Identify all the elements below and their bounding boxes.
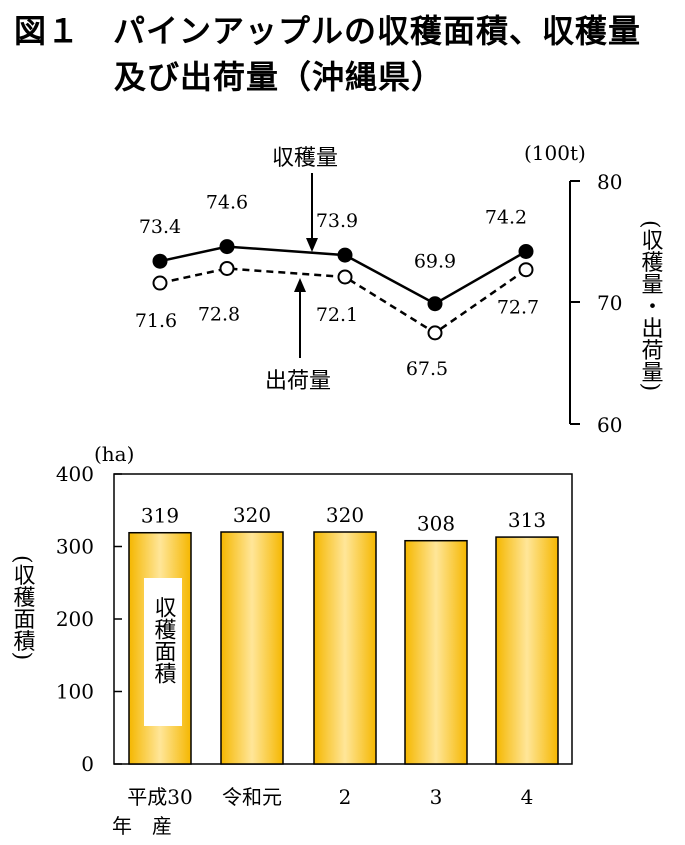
- bar-y-tick-label: 100: [56, 680, 94, 704]
- bar: [313, 531, 377, 765]
- bar-y-tick-label: 300: [56, 535, 94, 559]
- bar-value-label: 320: [326, 503, 364, 527]
- figure-title-line1: 図１ パインアップルの収穫面積、収穫量: [14, 12, 642, 50]
- shukakuryo-point: [152, 253, 168, 269]
- bar-value-label: 313: [508, 508, 546, 532]
- line-chart: 80 70 60 (100t) (収穫量・出荷量) 73.4 74.6 73.9 69…: [135, 141, 664, 437]
- bar-value-label: 308: [417, 512, 455, 536]
- bar-y-axis-label: (収穫面積): [10, 555, 36, 660]
- bar-y-tick-label: 400: [56, 462, 94, 486]
- shukkaryo-data-label: 72.7: [497, 297, 539, 319]
- line-y-tick-label: 80: [597, 170, 622, 194]
- bar-series-label-box: [144, 578, 182, 726]
- bar-series-label: 収穫面積: [151, 596, 177, 684]
- shukakuryo-data-label: 74.6: [206, 192, 248, 214]
- bar-x-tick-label: 平成30: [127, 785, 192, 809]
- line-y-axis-label: (収穫量・出荷量): [638, 220, 664, 391]
- bar: [495, 536, 559, 765]
- shukakuryo-data-label: 69.9: [414, 251, 456, 273]
- bar-y-unit: (ha): [94, 442, 134, 466]
- line-y-tick-label: 70: [597, 291, 622, 315]
- bar-x-tick-label: 2: [339, 785, 352, 809]
- shukkaryo-data-label: 72.1: [316, 304, 358, 326]
- bar-x-tick-label: 4: [521, 785, 534, 809]
- bar-x-tick-sublabel: 年 産: [112, 814, 172, 838]
- shukkaryo-point: [427, 325, 443, 341]
- shukakuryo-point: [337, 247, 353, 263]
- shukkaryo-point: [219, 260, 235, 276]
- shukakuryo-arrowhead: [306, 238, 318, 252]
- shukkaryo-data-label: 72.8: [198, 303, 240, 325]
- shukakuryo-point: [518, 243, 534, 259]
- shukakuryo-point: [427, 296, 443, 312]
- bar-series-group: 319 320 320 308 313: [128, 503, 559, 765]
- bar-y-ticks: 0 100 200 300 400: [56, 462, 122, 776]
- shukkaryo-arrowhead: [294, 278, 306, 292]
- bar-value-label: 320: [233, 503, 271, 527]
- shukakuryo-annotation-label: 収穫量: [272, 146, 338, 171]
- shukkaryo-annotation-label: 出荷量: [265, 369, 331, 394]
- shukkaryo-point: [337, 269, 353, 285]
- line-y-unit: (100t): [524, 141, 586, 165]
- line-series-group: 73.4 74.6 73.9 69.9 74.2 71.6 72.8 72.1 67.5 72.7: [135, 192, 539, 380]
- bar: [404, 539, 468, 765]
- bar-y-tick-label: 0: [81, 752, 94, 776]
- line-y-tick-label: 60: [597, 413, 622, 437]
- bar: [220, 531, 284, 765]
- bar-value-label: 319: [141, 504, 179, 528]
- figure-title-line2: 及び出荷量（沖縄県）: [114, 58, 445, 96]
- shukakuryo-point: [219, 239, 235, 255]
- shukkaryo-point: [518, 262, 534, 278]
- bar-y-tick-label: 200: [56, 607, 94, 631]
- shukkaryo-point: [152, 275, 168, 291]
- shukakuryo-data-label: 74.2: [485, 206, 527, 228]
- shukkaryo-data-label: 67.5: [406, 358, 448, 380]
- bar-x-tick-label: 令和元: [222, 785, 282, 809]
- shukakuryo-data-label: 73.9: [316, 210, 358, 232]
- shukkaryo-data-label: 71.6: [135, 310, 177, 332]
- shukakuryo-data-label: 73.4: [139, 216, 181, 238]
- bar-x-tick-labels: 平成30 令和元 2 3 4: [127, 785, 533, 809]
- bar-x-tick-label: 3: [430, 785, 443, 809]
